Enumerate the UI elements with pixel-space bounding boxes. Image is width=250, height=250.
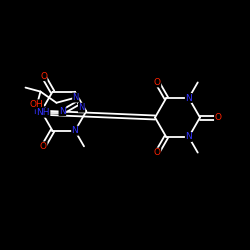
Text: NH: NH <box>36 108 50 117</box>
Text: O: O <box>154 148 161 157</box>
Text: N: N <box>78 103 85 112</box>
Text: O: O <box>154 78 161 87</box>
Text: O: O <box>214 113 222 122</box>
Text: NH: NH <box>33 107 47 116</box>
Text: N: N <box>72 93 79 102</box>
Text: O: O <box>40 142 47 151</box>
Text: N: N <box>186 132 192 141</box>
Text: O: O <box>40 72 47 81</box>
Text: N: N <box>186 94 192 102</box>
Text: N: N <box>72 126 78 135</box>
Text: OH: OH <box>30 100 44 109</box>
Text: N: N <box>59 106 66 116</box>
